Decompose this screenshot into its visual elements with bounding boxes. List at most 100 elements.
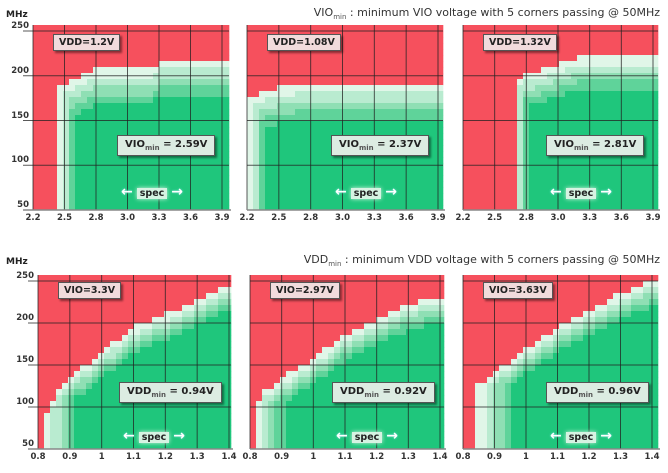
shmoo-cell [250, 383, 257, 390]
shmoo-cell [140, 443, 147, 450]
shmoo-cell [75, 151, 82, 158]
shmoo-cell [358, 311, 365, 318]
shmoo-cell [439, 175, 444, 182]
shmoo-cell [135, 91, 142, 98]
shmoo-cell [613, 55, 620, 62]
shmoo-cell [176, 311, 183, 318]
shmoo-cell [262, 347, 269, 354]
shmoo-cell [322, 395, 329, 402]
shmoo-cell [105, 199, 112, 206]
shmoo-cell [577, 205, 584, 211]
shmoo-cell [146, 347, 153, 354]
shmoo-cell [98, 443, 105, 450]
shmoo-cell [230, 275, 232, 282]
shmoo-cell [86, 437, 93, 444]
shmoo-cell [253, 163, 260, 170]
shmoo-cell [195, 31, 202, 38]
shmoo-cell [304, 437, 311, 444]
shmoo-cell [44, 371, 51, 378]
shmoo-cell [123, 67, 130, 74]
shmoo-cell [146, 311, 153, 318]
shmoo-cell [134, 401, 141, 408]
shmoo-cell [379, 97, 386, 104]
shmoo-cell [607, 85, 614, 92]
shmoo-cell [553, 25, 560, 32]
shmoo-cell [159, 61, 166, 68]
shmoo-cell [481, 127, 488, 134]
shmoo-cell [213, 61, 220, 68]
shmoo-cell [129, 67, 136, 74]
shmoo-cell [535, 55, 542, 62]
shmoo-cell [493, 193, 500, 200]
shmoo-cell [418, 329, 425, 336]
shmoo-cell [340, 413, 347, 420]
shmoo-cell [559, 115, 566, 122]
shmoo-cell [499, 49, 506, 56]
shmoo-cell [265, 103, 272, 110]
shmoo-cell [346, 329, 353, 336]
shmoo-cell [165, 169, 172, 176]
shmoo-cell [212, 353, 219, 360]
shmoo-cell [75, 187, 82, 194]
shmoo-cell [511, 103, 518, 110]
shmoo-cell [292, 443, 299, 450]
shmoo-cell [433, 43, 440, 50]
shmoo-cell [182, 377, 189, 384]
shmoo-cell [643, 43, 650, 50]
shmoo-cell [469, 187, 476, 194]
shmoo-cell [613, 115, 620, 122]
shmoo-cell [104, 329, 111, 336]
shmoo-cell [469, 31, 476, 38]
shmoo-cell [201, 43, 208, 50]
shmoo-cell [277, 127, 284, 134]
shmoo-cell [328, 317, 335, 324]
shmoo-cell [135, 199, 142, 206]
shmoo-cell [394, 425, 401, 432]
shmoo-cell [218, 371, 225, 378]
shmoo-cell [45, 175, 52, 182]
shmoo-cell [57, 193, 64, 200]
shmoo-cell [499, 151, 506, 158]
shmoo-cell [418, 299, 425, 306]
shmoo-cell [313, 109, 320, 116]
shmoo-cell [352, 407, 359, 414]
shmoo-cell [117, 205, 124, 211]
shmoo-cell [274, 443, 281, 450]
shmoo-cell [200, 407, 207, 414]
shmoo-cell [541, 157, 548, 164]
shmoo-cell [298, 371, 305, 378]
shmoo-cell [153, 109, 160, 116]
shmoo-cell [625, 121, 632, 128]
shmoo-cell [182, 275, 189, 282]
shmoo-cell [475, 181, 482, 188]
shmoo-cell [517, 61, 524, 68]
shmoo-cell [433, 67, 440, 74]
shmoo-cell [256, 275, 263, 282]
shmoo-cell [298, 437, 305, 444]
shmoo-cell [153, 67, 160, 74]
shmoo-cell [224, 365, 231, 372]
shmoo-cell [493, 157, 500, 164]
shmoo-cell [649, 127, 656, 134]
shmoo-cell [295, 169, 302, 176]
shmoo-cell [637, 181, 644, 188]
shmoo-cell [122, 401, 129, 408]
shmoo-cell [643, 187, 650, 194]
shmoo-cell [135, 49, 142, 56]
shmoo-cell [340, 425, 347, 432]
shmoo-cell [225, 49, 230, 56]
shmoo-cell [271, 85, 278, 92]
shmoo-cell [394, 407, 401, 414]
shmoo-cell [655, 103, 659, 110]
shmoo-cell [631, 109, 638, 116]
shmoo-cell [165, 109, 172, 116]
shmoo-cell [559, 199, 566, 206]
shmoo-cell [343, 91, 350, 98]
shmoo-cell [158, 293, 165, 300]
shmoo-cell [165, 121, 172, 128]
shmoo-cell [499, 127, 506, 134]
shmoo-cell [152, 443, 159, 450]
shmoo-cell [86, 443, 93, 450]
shmoo-cell [283, 97, 290, 104]
shmoo-cell [637, 91, 644, 98]
